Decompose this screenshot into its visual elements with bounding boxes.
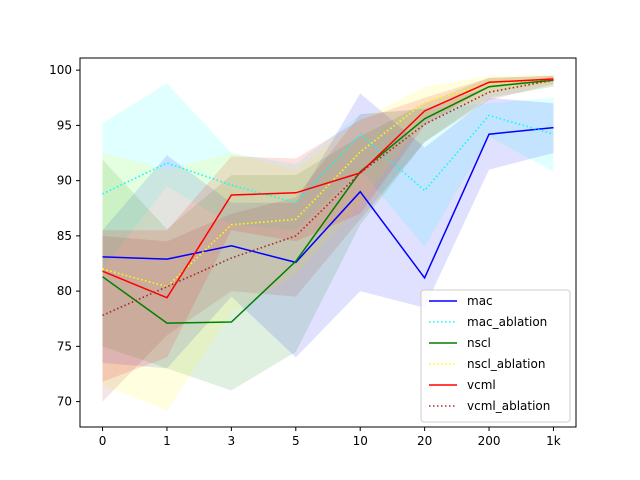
point-mac-ablation-1	[166, 162, 168, 164]
point-nscl-0	[102, 276, 104, 278]
band-nscl-ablation	[102, 74, 554, 411]
point-vcml-ablation-6	[488, 91, 490, 93]
point-vcml-1	[166, 297, 168, 299]
point-vcml-ablation-4	[359, 172, 361, 174]
y-tick-label-4: 90	[57, 174, 72, 188]
line-mac-ablation	[102, 114, 554, 204]
band-vcml-ablation	[102, 76, 554, 402]
point-nscl-ablation-5	[424, 101, 426, 103]
point-nscl-2	[231, 321, 233, 323]
x-tick-label-2: 3	[228, 434, 236, 448]
confidence-bands	[102, 74, 554, 411]
band-mac-ablation	[102, 83, 554, 270]
line-vcml	[102, 78, 554, 299]
point-nscl-ablation-3	[295, 219, 297, 221]
y-tick-label-2: 80	[57, 284, 72, 298]
x-tick-label-5: 20	[417, 434, 432, 448]
point-mac-ablation-7	[553, 133, 555, 135]
band-vcml	[102, 75, 554, 382]
point-nscl-ablation-4	[359, 151, 361, 153]
line-nscl	[102, 79, 554, 324]
point-vcml-ablation-5	[424, 124, 426, 126]
band-mac	[102, 93, 554, 369]
x-tick-label-1: 1	[163, 434, 171, 448]
legend-label-nscl: nscl	[467, 336, 491, 350]
point-vcml-6	[488, 82, 490, 84]
point-vcml-ablation-3	[295, 235, 297, 237]
point-mac-7	[553, 127, 555, 129]
series-lines	[102, 78, 555, 324]
point-vcml-ablation-2	[231, 257, 233, 259]
x-axis: 0 1 3 5 10 20 200 1k	[99, 427, 561, 448]
x-tick-label-3: 5	[292, 434, 300, 448]
point-vcml-ablation-7	[553, 79, 555, 81]
legend-label-vcml: vcml	[467, 378, 496, 392]
point-mac-ablation-6	[488, 115, 490, 117]
point-vcml-0	[102, 270, 104, 272]
y-tick-label-5: 95	[57, 118, 72, 132]
y-tick-label-3: 85	[57, 229, 72, 243]
point-mac-ablation-3	[295, 202, 297, 204]
y-axis: 70 75 80 85 90 95 100	[49, 63, 80, 409]
point-mac-ablation-5	[424, 190, 426, 192]
point-mac-0	[102, 256, 104, 258]
point-nscl-1	[166, 322, 168, 324]
point-mac-6	[488, 133, 490, 135]
point-nscl-5	[424, 118, 426, 120]
point-vcml-5	[424, 110, 426, 112]
legend-label-mac-ablation: mac_ablation	[467, 315, 547, 329]
y-tick-label-0: 70	[57, 395, 72, 409]
point-mac-5	[424, 277, 426, 279]
x-tick-label-0: 0	[99, 434, 107, 448]
legend-label-nscl-ablation: nscl_ablation	[467, 357, 545, 371]
point-vcml-ablation-0	[102, 315, 104, 317]
point-nscl-ablation-2	[231, 224, 233, 226]
x-tick-label-7: 1k	[546, 434, 561, 448]
x-tick-label-6: 200	[478, 434, 501, 448]
point-vcml-3	[295, 192, 297, 194]
x-tick-label-4: 10	[353, 434, 368, 448]
point-nscl-3	[295, 261, 297, 263]
point-nscl-ablation-0	[102, 268, 104, 270]
point-mac-ablation-2	[231, 184, 233, 186]
point-vcml-2	[231, 194, 233, 196]
y-tick-label-1: 75	[57, 339, 72, 353]
plot-frame	[79, 57, 577, 428]
legend-box	[420, 289, 571, 423]
point-mac-4	[359, 191, 361, 193]
point-mac-ablation-0	[102, 193, 104, 195]
band-nscl	[102, 75, 554, 391]
point-vcml-ablation-1	[166, 286, 168, 288]
point-mac-1	[166, 258, 168, 260]
legend-label-vcml-ablation: vcml_ablation	[467, 399, 550, 413]
line-mac	[102, 126, 554, 280]
point-mac-ablation-4	[359, 133, 361, 135]
legend-label-mac: mac	[467, 294, 493, 308]
point-nscl-6	[488, 86, 490, 88]
y-tick-label-6: 100	[49, 63, 72, 77]
point-mac-2	[231, 245, 233, 247]
